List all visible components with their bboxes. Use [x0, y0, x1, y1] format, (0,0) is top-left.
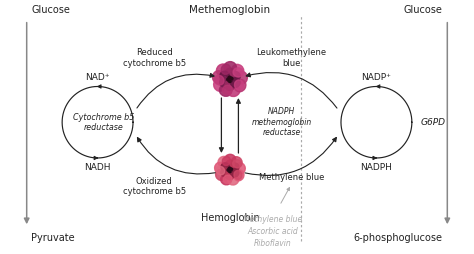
Ellipse shape — [225, 81, 235, 90]
Ellipse shape — [235, 163, 245, 174]
Circle shape — [228, 167, 230, 169]
Ellipse shape — [230, 163, 239, 171]
Ellipse shape — [220, 71, 229, 81]
Ellipse shape — [232, 157, 242, 167]
Text: Reduced
cytochrome b5: Reduced cytochrome b5 — [123, 48, 186, 68]
Ellipse shape — [215, 162, 225, 173]
Text: Cytochrome b5
reductase: Cytochrome b5 reductase — [73, 113, 134, 132]
Ellipse shape — [223, 175, 232, 183]
Ellipse shape — [217, 64, 228, 76]
Text: Leukomethylene
blue: Leukomethylene blue — [256, 48, 327, 68]
Text: NADPH
methemoglobin
reductase: NADPH methemoglobin reductase — [252, 107, 312, 137]
Text: Methylene blue: Methylene blue — [259, 172, 324, 182]
Ellipse shape — [230, 168, 239, 177]
Ellipse shape — [212, 71, 224, 83]
Ellipse shape — [234, 170, 244, 181]
Text: Pyruvate: Pyruvate — [31, 233, 75, 243]
Circle shape — [229, 171, 231, 173]
Ellipse shape — [230, 78, 240, 87]
Circle shape — [229, 80, 231, 83]
Ellipse shape — [233, 68, 243, 77]
Ellipse shape — [234, 80, 246, 92]
Ellipse shape — [236, 71, 247, 84]
Ellipse shape — [235, 80, 244, 90]
Ellipse shape — [219, 85, 232, 96]
Ellipse shape — [225, 154, 236, 164]
Ellipse shape — [221, 175, 231, 185]
Ellipse shape — [216, 169, 226, 180]
Text: Hemoglobin: Hemoglobin — [201, 213, 259, 223]
Ellipse shape — [221, 64, 230, 74]
Ellipse shape — [218, 156, 228, 167]
Text: G6PD: G6PD — [420, 118, 446, 127]
Text: Methylene blue: Methylene blue — [243, 215, 302, 224]
Text: Methemoglobin: Methemoglobin — [189, 5, 271, 15]
Ellipse shape — [222, 156, 230, 166]
Text: Riboflavin: Riboflavin — [254, 239, 292, 248]
Circle shape — [227, 169, 229, 171]
Ellipse shape — [232, 64, 244, 76]
Circle shape — [228, 167, 232, 172]
Ellipse shape — [224, 62, 237, 73]
Text: Glucose: Glucose — [31, 5, 70, 15]
Text: NADP⁺: NADP⁺ — [362, 73, 392, 82]
Circle shape — [227, 78, 229, 81]
Ellipse shape — [214, 75, 224, 85]
Ellipse shape — [226, 160, 234, 169]
Text: 6-phosphoglucose: 6-phosphoglucose — [354, 233, 443, 243]
Ellipse shape — [230, 71, 240, 81]
Text: Glucose: Glucose — [404, 5, 443, 15]
Circle shape — [230, 168, 233, 170]
Ellipse shape — [216, 166, 225, 175]
Text: NADPH: NADPH — [361, 163, 392, 172]
Text: Ascorbic acid: Ascorbic acid — [247, 227, 298, 236]
Ellipse shape — [228, 175, 239, 185]
Ellipse shape — [219, 77, 229, 87]
Circle shape — [228, 76, 230, 78]
Ellipse shape — [225, 68, 235, 78]
Ellipse shape — [214, 79, 225, 91]
Ellipse shape — [221, 163, 229, 171]
Ellipse shape — [234, 170, 242, 180]
Ellipse shape — [222, 85, 232, 95]
Ellipse shape — [221, 168, 229, 177]
Ellipse shape — [233, 160, 242, 168]
Ellipse shape — [228, 85, 240, 97]
Text: Oxidized
cytochrome b5: Oxidized cytochrome b5 — [123, 177, 186, 196]
Text: NAD⁺: NAD⁺ — [85, 73, 110, 82]
Ellipse shape — [226, 171, 234, 180]
Text: NADH: NADH — [84, 163, 111, 172]
Circle shape — [231, 77, 233, 80]
Circle shape — [227, 76, 233, 82]
